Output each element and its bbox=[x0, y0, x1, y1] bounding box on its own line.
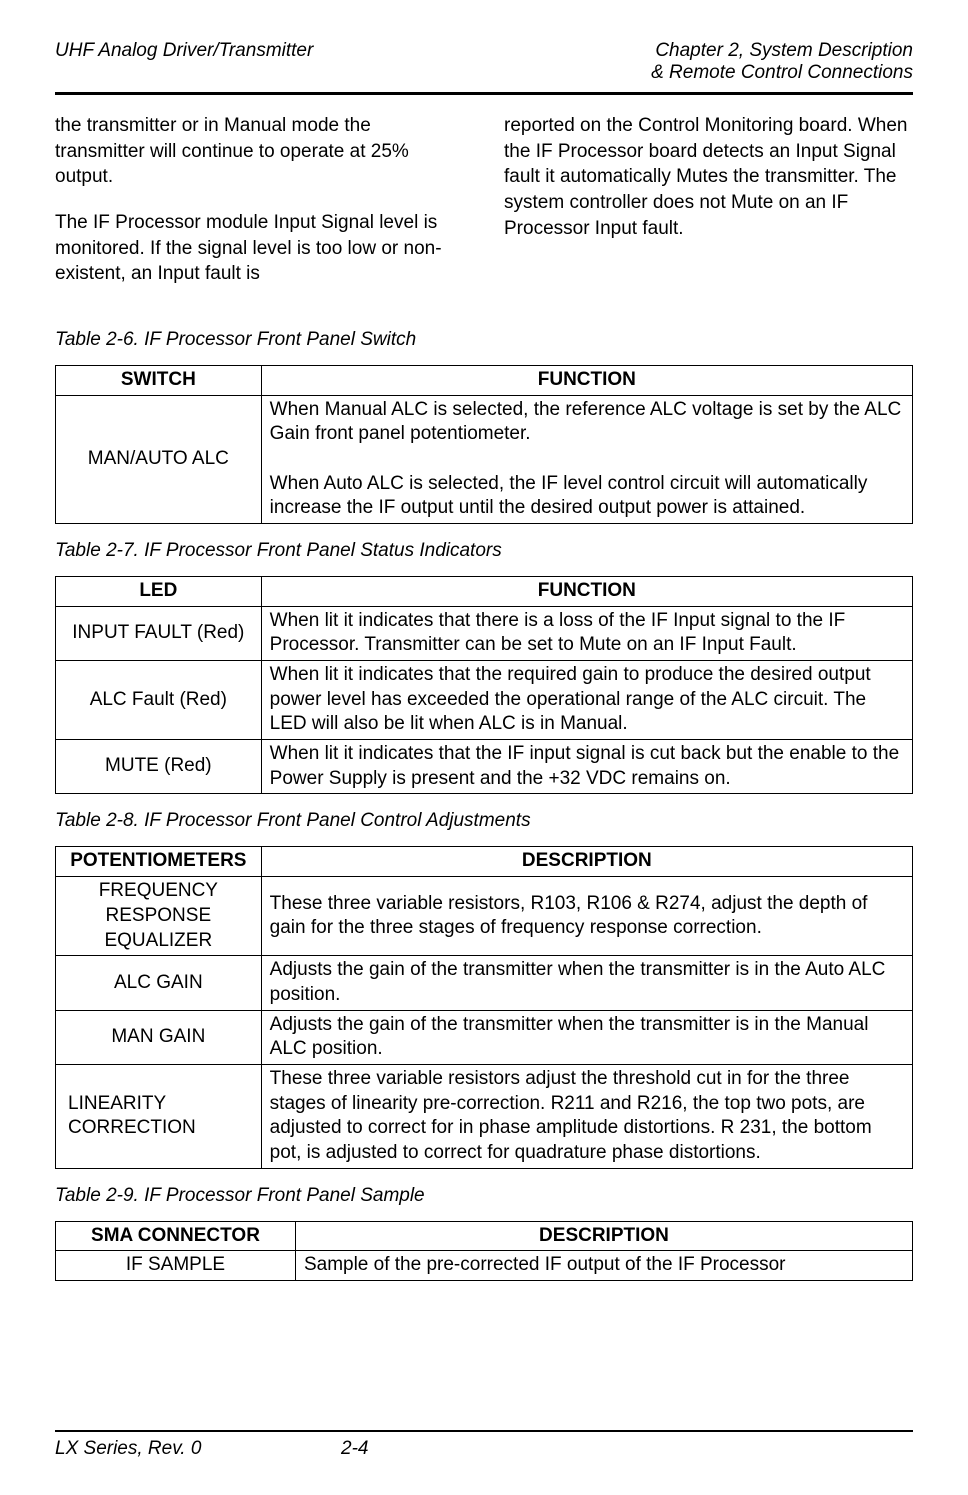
header-rule bbox=[55, 92, 913, 95]
table-cell: When lit it indicates that the required … bbox=[261, 661, 912, 740]
table-cell: INPUT FAULT (Red) bbox=[56, 606, 262, 660]
table-header: POTENTIOMETERS bbox=[56, 847, 262, 877]
table-2-7: LED FUNCTION INPUT FAULT (Red) When lit … bbox=[55, 576, 913, 795]
page-footer: LX Series, Rev. 0 2-4 bbox=[55, 1430, 913, 1460]
table-header-row: SMA CONNECTOR DESCRIPTION bbox=[56, 1221, 913, 1251]
table-cell: When lit it indicates that the IF input … bbox=[261, 740, 912, 794]
table-header: FUNCTION bbox=[261, 365, 912, 395]
table-cell: When Manual ALC is selected, the referen… bbox=[261, 395, 912, 523]
table-2-8: POTENTIOMETERS DESCRIPTION FREQUENCY RES… bbox=[55, 846, 913, 1168]
body-col-left: the transmitter or in Manual mode the tr… bbox=[55, 113, 464, 307]
table-2-6: SWITCH FUNCTION MAN/AUTO ALC When Manual… bbox=[55, 365, 913, 524]
table-cell: ALC GAIN bbox=[56, 956, 262, 1010]
table-cell: IF SAMPLE bbox=[56, 1251, 296, 1281]
table-cell: These three variable resistors adjust th… bbox=[261, 1064, 912, 1168]
paragraph: reported on the Control Monitoring board… bbox=[504, 113, 913, 241]
table-header: SWITCH bbox=[56, 365, 262, 395]
header-left: UHF Analog Driver/Transmitter bbox=[55, 40, 313, 84]
table-cell: ALC Fault (Red) bbox=[56, 661, 262, 740]
table-header: LED bbox=[56, 576, 262, 606]
table-caption: Table 2-9. IF Processor Front Panel Samp… bbox=[55, 1185, 913, 1207]
table-row: MAN/AUTO ALC When Manual ALC is selected… bbox=[56, 395, 913, 523]
table-caption: Table 2-6. IF Processor Front Panel Swit… bbox=[55, 329, 913, 351]
table-cell: MAN GAIN bbox=[56, 1010, 262, 1064]
table-cell: LINEARITY CORRECTION bbox=[56, 1064, 262, 1168]
footer-series: LX Series, Rev. 0 bbox=[55, 1438, 341, 1460]
table-cell: These three variable resistors, R103, R1… bbox=[261, 877, 912, 956]
header-chapter: Chapter 2, System Description bbox=[651, 40, 913, 62]
footer-text: LX Series, Rev. 0 2-4 bbox=[55, 1438, 913, 1460]
paragraph: the transmitter or in Manual mode the tr… bbox=[55, 113, 464, 190]
table-header-row: LED FUNCTION bbox=[56, 576, 913, 606]
table-cell: Adjusts the gain of the transmitter when… bbox=[261, 1010, 912, 1064]
table-cell: FREQUENCY RESPONSE EQUALIZER bbox=[56, 877, 262, 956]
table-row: INPUT FAULT (Red) When lit it indicates … bbox=[56, 606, 913, 660]
table-row: LINEARITY CORRECTION These three variabl… bbox=[56, 1064, 913, 1168]
table-header: DESCRIPTION bbox=[295, 1221, 912, 1251]
table-caption: Table 2-7. IF Processor Front Panel Stat… bbox=[55, 540, 913, 562]
table-header: DESCRIPTION bbox=[261, 847, 912, 877]
table-row: ALC GAIN Adjusts the gain of the transmi… bbox=[56, 956, 913, 1010]
page-header: UHF Analog Driver/Transmitter Chapter 2,… bbox=[55, 40, 913, 84]
header-right: Chapter 2, System Description & Remote C… bbox=[651, 40, 913, 84]
table-cell: When lit it indicates that there is a lo… bbox=[261, 606, 912, 660]
table-header: FUNCTION bbox=[261, 576, 912, 606]
table-cell: MAN/AUTO ALC bbox=[56, 395, 262, 523]
body-col-right: reported on the Control Monitoring board… bbox=[504, 113, 913, 307]
table-cell: Sample of the pre-corrected IF output of… bbox=[295, 1251, 912, 1281]
table-cell: Adjusts the gain of the transmitter when… bbox=[261, 956, 912, 1010]
paragraph: The IF Processor module Input Signal lev… bbox=[55, 210, 464, 287]
footer-spacer bbox=[627, 1438, 913, 1460]
header-subtitle: & Remote Control Connections bbox=[651, 62, 913, 84]
table-row: FREQUENCY RESPONSE EQUALIZER These three… bbox=[56, 877, 913, 956]
table-header-row: POTENTIOMETERS DESCRIPTION bbox=[56, 847, 913, 877]
table-row: IF SAMPLE Sample of the pre-corrected IF… bbox=[56, 1251, 913, 1281]
body-text: the transmitter or in Manual mode the tr… bbox=[55, 113, 913, 307]
table-caption: Table 2-8. IF Processor Front Panel Cont… bbox=[55, 810, 913, 832]
table-header-row: SWITCH FUNCTION bbox=[56, 365, 913, 395]
table-header: SMA CONNECTOR bbox=[56, 1221, 296, 1251]
table-row: MUTE (Red) When lit it indicates that th… bbox=[56, 740, 913, 794]
page-number: 2-4 bbox=[341, 1438, 627, 1460]
footer-rule bbox=[55, 1430, 913, 1432]
table-cell: MUTE (Red) bbox=[56, 740, 262, 794]
table-row: ALC Fault (Red) When lit it indicates th… bbox=[56, 661, 913, 740]
table-row: MAN GAIN Adjusts the gain of the transmi… bbox=[56, 1010, 913, 1064]
table-2-9: SMA CONNECTOR DESCRIPTION IF SAMPLE Samp… bbox=[55, 1221, 913, 1281]
